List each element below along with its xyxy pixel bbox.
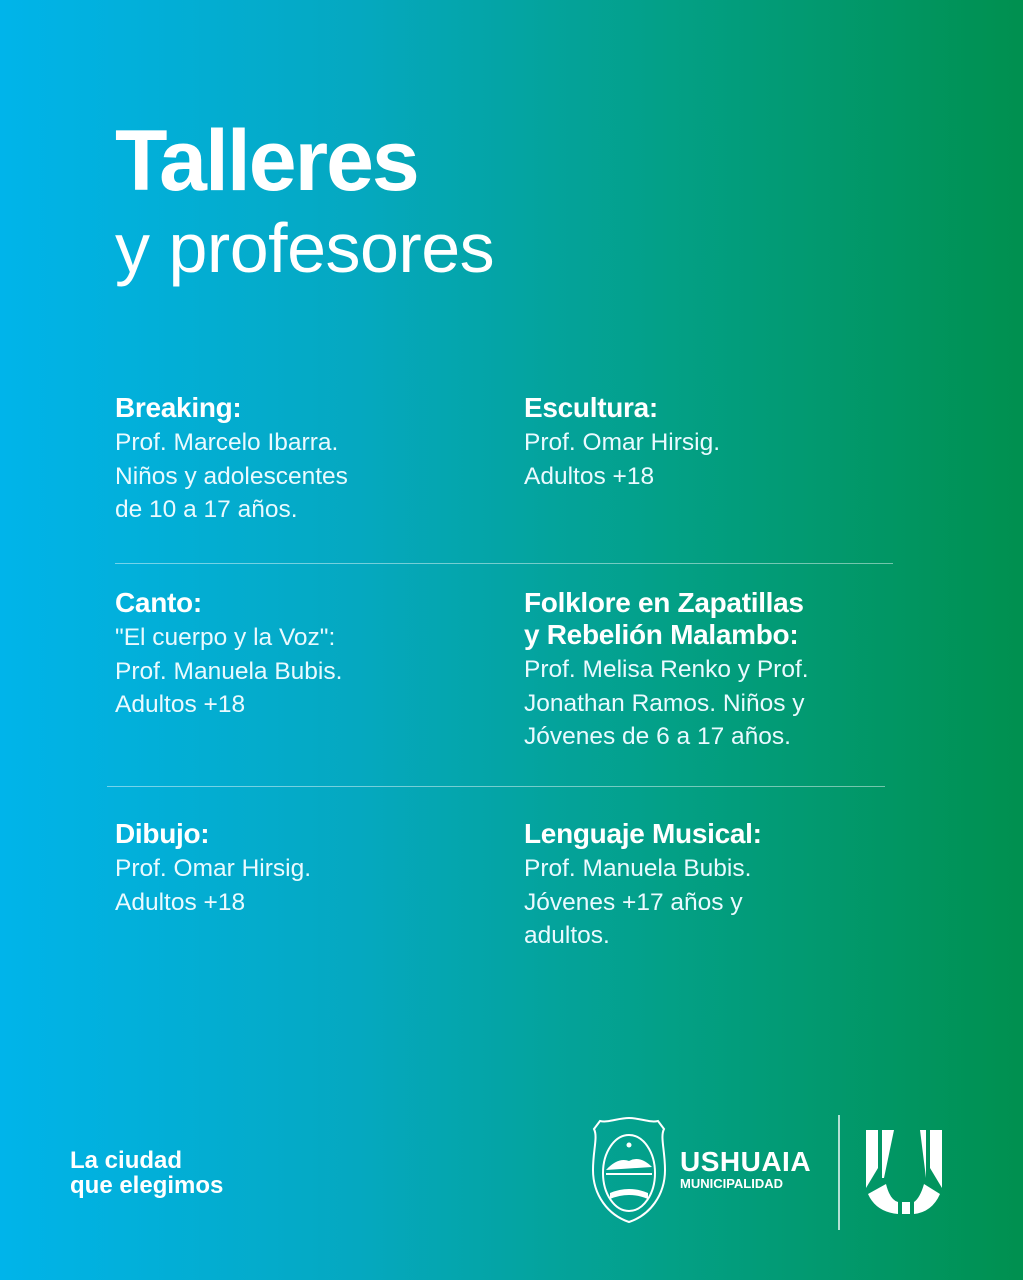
logo-separator [838, 1115, 840, 1230]
workshop-escultura: Escultura: Prof. Omar Hirsig. Adultos +18 [524, 392, 904, 493]
workshop-details: Prof. Melisa Renko y Prof. Jonathan Ramos… [524, 656, 809, 750]
workshop-details: Prof. Omar Hirsig. Adultos +18 [524, 429, 721, 490]
municipality-brand: USHUAIA MUNICIPALIDAD [590, 1115, 811, 1225]
slogan: La ciudad que elegimos [70, 1147, 224, 1199]
workshop-details: Prof. Manuela Bubis. Jóvenes +17 años y ad… [524, 855, 752, 949]
subtitle: y profesores [115, 209, 495, 287]
workshop-name: Canto: [115, 587, 202, 618]
workshop-name: Escultura: [524, 392, 658, 423]
workshop-details: Prof. Marcelo Ibarra. Niños y adolescente… [115, 429, 348, 523]
brand-name: USHUAIA [680, 1146, 812, 1177]
u-logo-icon [866, 1130, 942, 1214]
workshop-lenguaje-musical: Lenguaje Musical: Prof. Manuela Bubis. Jó… [524, 818, 904, 953]
workshop-name: Folklore en Zapatillas y Rebelión Malambo… [524, 587, 804, 650]
divider [107, 786, 885, 787]
workshop-name: Lenguaje Musical: [524, 818, 762, 849]
title: Talleres [115, 113, 420, 209]
divider [115, 563, 893, 564]
workshop-breaking: Breaking: Prof. Marcelo Ibarra. Niños y a… [115, 392, 495, 527]
workshop-details: Prof. Omar Hirsig. Adultos +18 [115, 855, 312, 916]
workshop-dibujo: Dibujo: Prof. Omar Hirsig. Adultos +18 [115, 818, 495, 919]
brand-sub: MUNICIPALIDAD [680, 1176, 784, 1191]
workshop-details: "El cuerpo y la Voz": Prof. Manuela Bubis… [115, 624, 343, 718]
workshop-name: Breaking: [115, 392, 242, 423]
workshop-canto: Canto: "El cuerpo y la Voz": Prof. Manuel… [115, 587, 495, 722]
workshop-name: Dibujo: [115, 818, 210, 849]
workshop-folklore: Folklore en Zapatillas y Rebelión Malambo… [524, 587, 924, 754]
coat-of-arms-icon [591, 1116, 667, 1224]
